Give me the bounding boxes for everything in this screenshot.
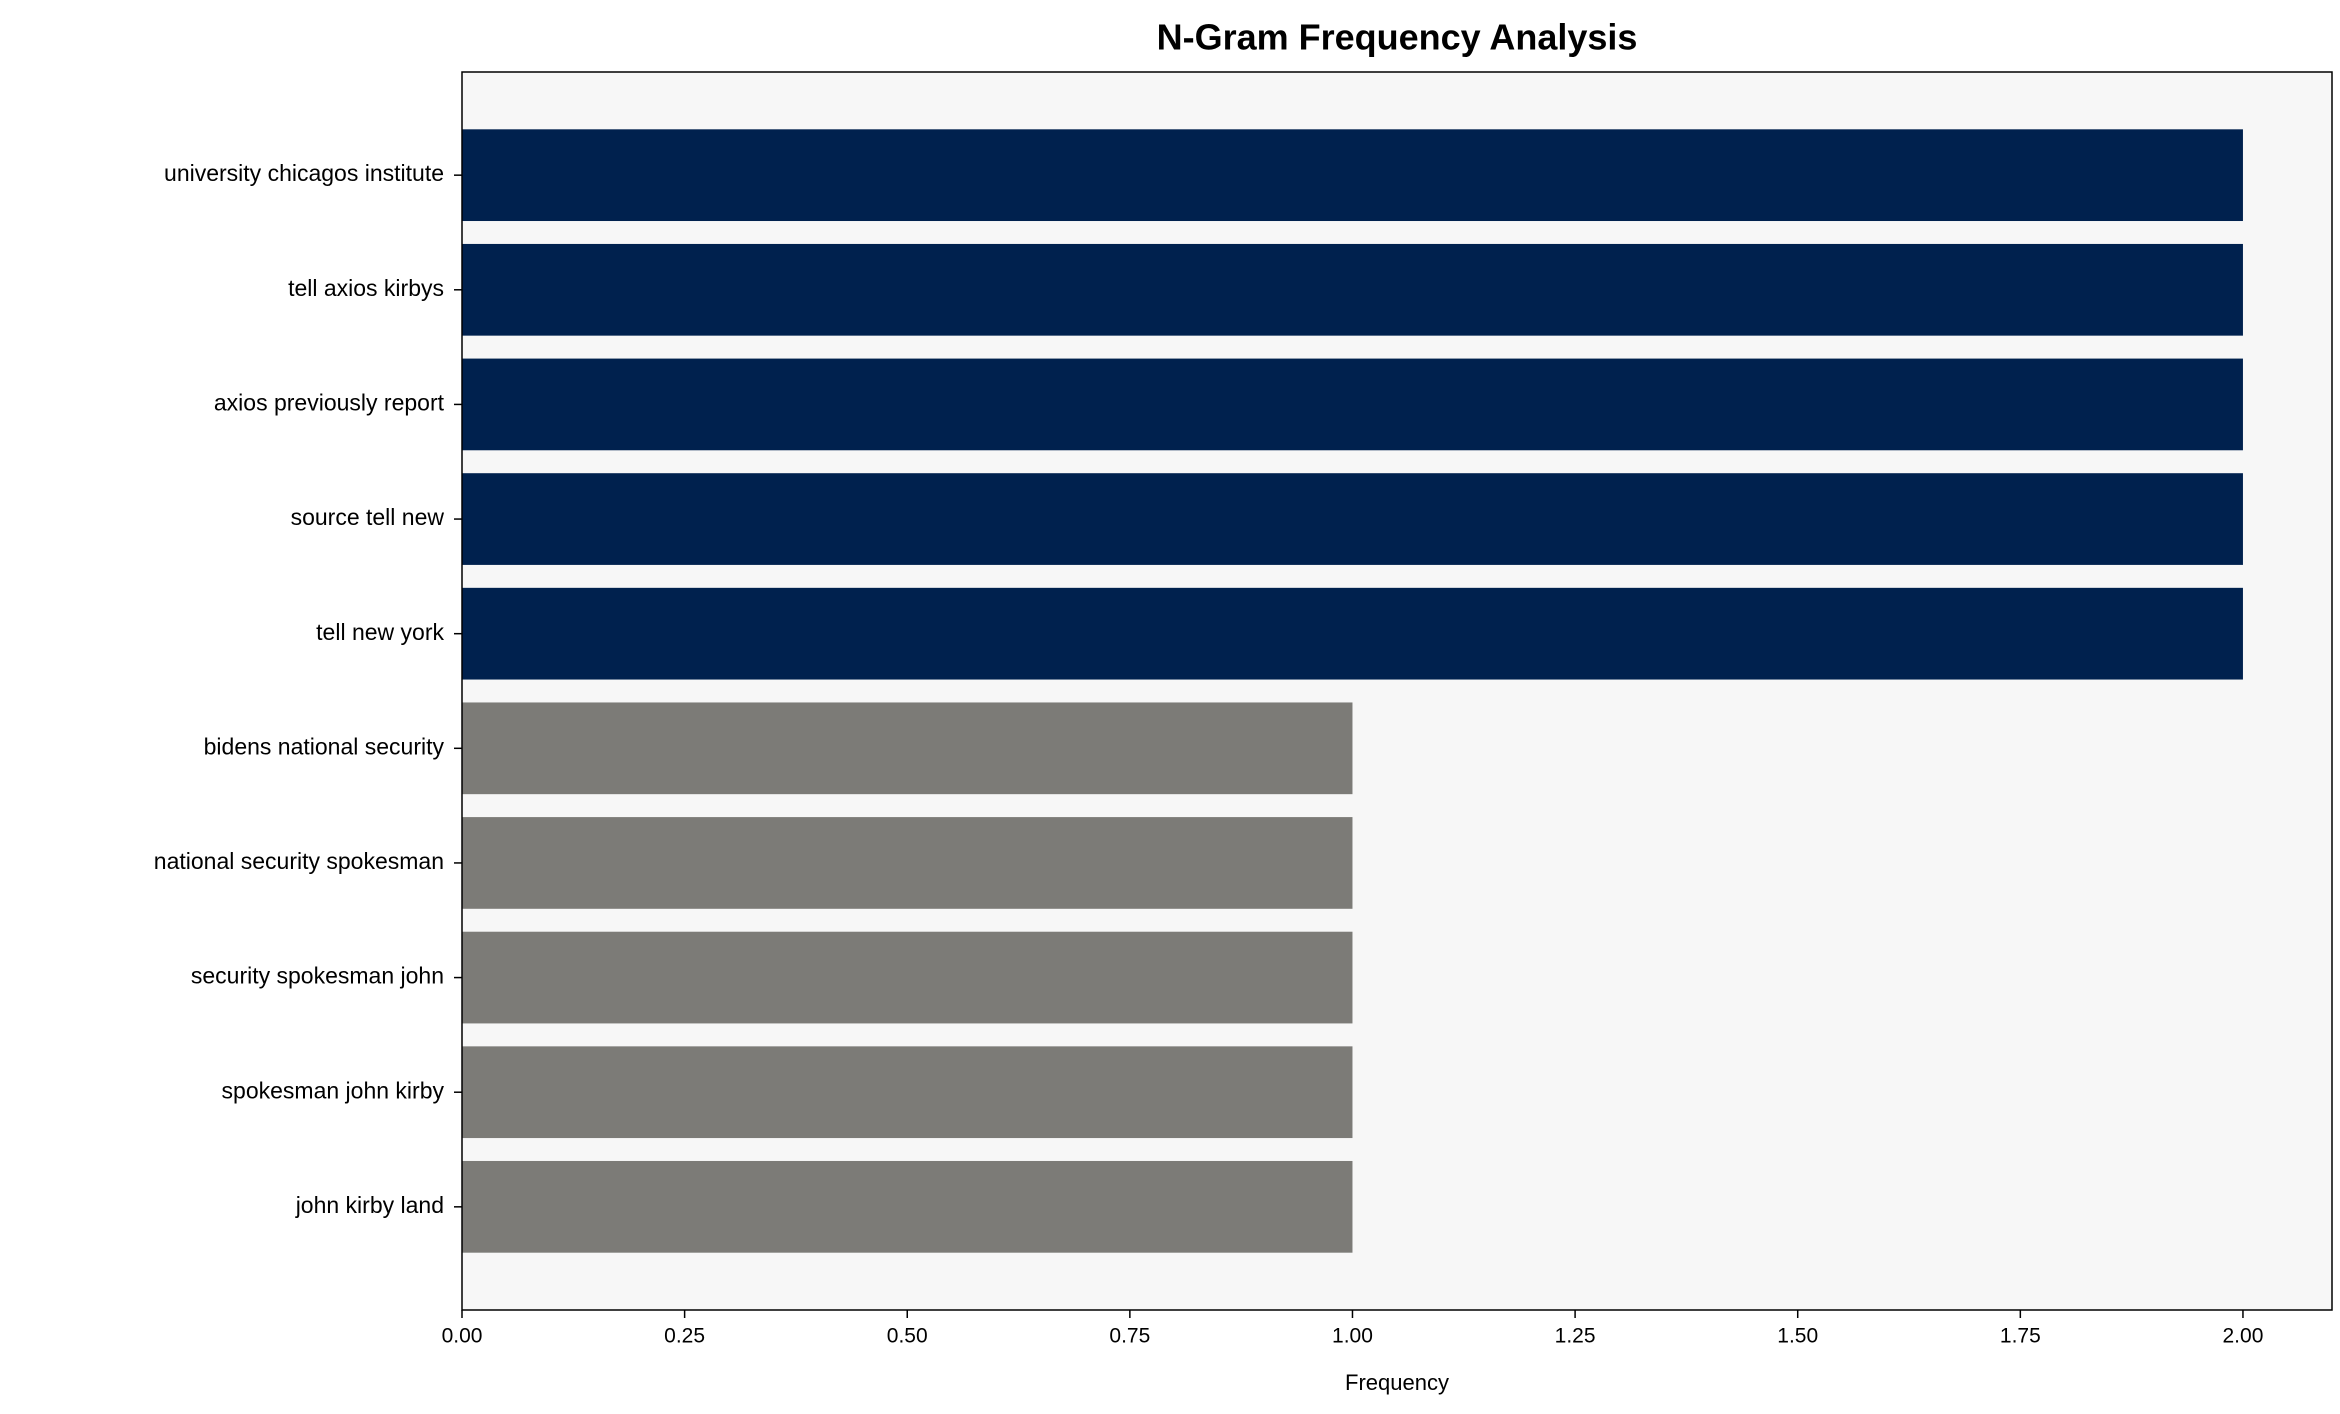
- x-tick-label: 2.00: [2223, 1325, 2264, 1348]
- bar: [462, 931, 1353, 1024]
- bar: [462, 817, 1353, 909]
- y-tick-label: axios previously report: [214, 390, 445, 416]
- plot-frame: [461, 71, 2333, 1311]
- y-tick-label: source tell new: [291, 504, 445, 530]
- y-tick-label: spokesman john kirby: [222, 1077, 445, 1103]
- bar: [462, 129, 2243, 222]
- y-tick-label: bidens national security: [204, 733, 445, 759]
- y-tick-label: security spokesman john: [191, 963, 444, 989]
- x-tick-label: 0.25: [664, 1325, 705, 1348]
- chart-title: N-Gram Frequency Analysis: [1157, 17, 1638, 58]
- y-tick-label: tell new york: [316, 619, 444, 645]
- x-tick-label: 0.75: [1109, 1325, 1150, 1348]
- bar: [462, 473, 2243, 565]
- bar: [462, 1046, 1353, 1139]
- bar: [462, 243, 2243, 336]
- bar: [462, 1160, 1353, 1253]
- y-tick-label: tell axios kirbys: [288, 275, 444, 301]
- y-tick-label: university chicagos institute: [164, 160, 444, 186]
- x-tick-label: 0.50: [887, 1325, 928, 1348]
- bar: [462, 702, 1353, 795]
- x-tick-label: 1.25: [1555, 1325, 1596, 1348]
- bar: [462, 587, 2243, 680]
- x-tick-label: 1.00: [1332, 1325, 1373, 1348]
- y-tick-label: national security spokesman: [154, 848, 444, 874]
- x-tick-label: 1.50: [1777, 1325, 1818, 1348]
- x-tick-label: 1.75: [2000, 1325, 2041, 1348]
- bar: [462, 358, 2243, 451]
- x-axis-label: Frequency: [1345, 1370, 1449, 1395]
- y-tick-label: john kirby land: [295, 1192, 444, 1218]
- x-tick-label: 0.00: [442, 1325, 483, 1348]
